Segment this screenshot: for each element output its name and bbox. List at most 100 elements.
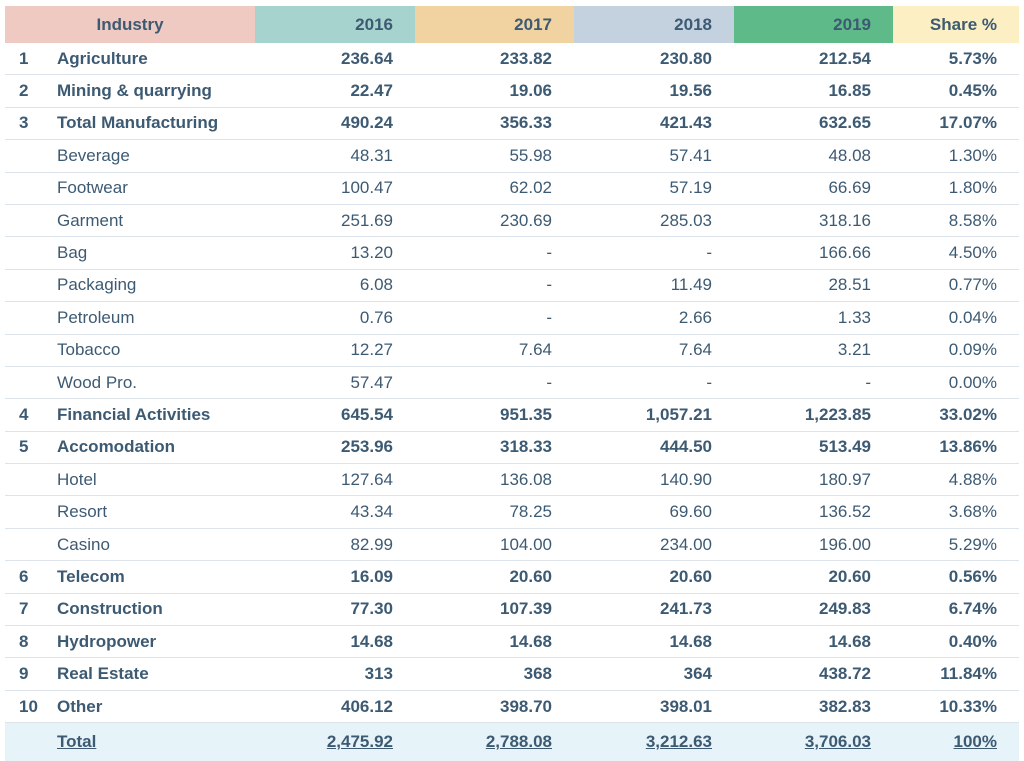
- value-2017: 318.33: [415, 431, 574, 465]
- table-row: 6 Telecom 16.09 20.60 20.60 20.60 0.56%: [5, 560, 1019, 594]
- table-row: 7 Construction 77.30 107.39 241.73 249.83 6.74…: [5, 593, 1019, 627]
- value-2019: 196.00: [734, 528, 893, 562]
- total-2017-text: 2,788.08: [485, 732, 552, 752]
- value-2017: -: [415, 301, 574, 335]
- row-number: [5, 495, 53, 529]
- industry-name: Resort: [53, 495, 255, 529]
- row-number: 5: [5, 431, 53, 465]
- value-2019: 3.21: [734, 334, 893, 367]
- value-2018: 11.49: [574, 269, 734, 303]
- value-2018: -: [574, 366, 734, 400]
- industry-name: Financial Activities: [53, 398, 255, 432]
- value-2018: 230.80: [574, 43, 734, 76]
- share-percent: 8.58%: [893, 204, 1019, 238]
- value-2017: 356.33: [415, 107, 574, 141]
- total-number-cell: [5, 722, 53, 761]
- total-2018-text: 3,212.63: [645, 732, 712, 752]
- industry-name: Construction: [53, 593, 255, 627]
- share-percent: 4.88%: [893, 463, 1019, 497]
- header-row: Industry 2016 2017 2018 2019 Share %: [5, 6, 1019, 43]
- value-2017: 62.02: [415, 172, 574, 205]
- share-percent: 6.74%: [893, 593, 1019, 627]
- value-2018: 57.19: [574, 172, 734, 205]
- value-2019: 16.85: [734, 74, 893, 108]
- industry-name: Tobacco: [53, 334, 255, 367]
- value-2016: 16.09: [255, 560, 415, 594]
- value-2016: 12.27: [255, 334, 415, 367]
- share-percent: 13.86%: [893, 431, 1019, 465]
- value-2017: 14.68: [415, 625, 574, 659]
- row-number: [5, 269, 53, 303]
- value-2018: 285.03: [574, 204, 734, 238]
- share-percent: 0.40%: [893, 625, 1019, 659]
- value-2018: 241.73: [574, 593, 734, 627]
- row-number: [5, 301, 53, 335]
- table-row: Hotel 127.64 136.08 140.90 180.97 4.88%: [5, 463, 1019, 497]
- table-row: 9 Real Estate 313 368 364 438.72 11.84%: [5, 657, 1019, 691]
- table-row: Petroleum 0.76-2.66 1.33 0.04%: [5, 301, 1019, 335]
- value-2016: 82.99: [255, 528, 415, 562]
- value-2019: 180.97: [734, 463, 893, 497]
- value-2017: 20.60: [415, 560, 574, 594]
- industry-name: Other: [53, 690, 255, 724]
- value-2017: 368: [415, 657, 574, 691]
- value-2018: 444.50: [574, 431, 734, 465]
- value-2016: 0.76: [255, 301, 415, 335]
- value-2019: 28.51: [734, 269, 893, 303]
- total-2018: 3,212.63: [574, 722, 734, 761]
- value-2017: 136.08: [415, 463, 574, 497]
- share-percent: 3.68%: [893, 495, 1019, 529]
- share-percent: 0.77%: [893, 269, 1019, 303]
- industry-table-container: Industry 2016 2017 2018 2019 Share % 1 Ag…: [5, 6, 1019, 761]
- value-2019: 1,223.85: [734, 398, 893, 432]
- value-2016: 43.34: [255, 495, 415, 529]
- total-label: Total: [53, 722, 255, 761]
- value-2019: 14.68: [734, 625, 893, 659]
- row-number: 1: [5, 43, 53, 76]
- industry-name: Wood Pro.: [53, 366, 255, 400]
- table-row: 5 Accomodation 253.96 318.33 444.50 513.49 13.…: [5, 431, 1019, 465]
- value-2019: 318.16: [734, 204, 893, 238]
- table-row: 4 Financial Activities 645.54 951.35 1,057.2…: [5, 398, 1019, 432]
- value-2017: 7.64: [415, 334, 574, 367]
- share-percent: 5.73%: [893, 43, 1019, 76]
- value-2019: 66.69: [734, 172, 893, 205]
- row-number: [5, 236, 53, 270]
- table-row: Tobacco 12.27 7.64 7.64 3.21 0.09%: [5, 334, 1019, 367]
- total-label-text: Total: [57, 732, 97, 752]
- total-2019-text: 3,706.03: [804, 732, 871, 752]
- table-row: Beverage 48.31 55.98 57.41 48.08 1.30%: [5, 139, 1019, 173]
- row-number: 3: [5, 107, 53, 141]
- row-number: [5, 528, 53, 562]
- value-2017: 104.00: [415, 528, 574, 562]
- total-2017: 2,788.08: [415, 722, 574, 761]
- share-percent: 4.50%: [893, 236, 1019, 270]
- value-2018: 19.56: [574, 74, 734, 108]
- industry-name: Beverage: [53, 139, 255, 173]
- value-2017: 230.69: [415, 204, 574, 238]
- value-2017: 233.82: [415, 43, 574, 76]
- row-number: [5, 139, 53, 173]
- value-2016: 251.69: [255, 204, 415, 238]
- share-percent: 0.00%: [893, 366, 1019, 400]
- value-2018: 140.90: [574, 463, 734, 497]
- value-2018: 1,057.21: [574, 398, 734, 432]
- industry-name: Accomodation: [53, 431, 255, 465]
- total-2016-text: 2,475.92: [326, 732, 393, 752]
- value-2016: 100.47: [255, 172, 415, 205]
- header-2019: 2019: [734, 6, 893, 43]
- value-2016: 490.24: [255, 107, 415, 141]
- value-2016: 253.96: [255, 431, 415, 465]
- row-number: [5, 172, 53, 205]
- table-row: Packaging 6.08-11.49 28.51 0.77%: [5, 269, 1019, 303]
- row-number: 4: [5, 398, 53, 432]
- value-2019: 212.54: [734, 43, 893, 76]
- value-2017: 55.98: [415, 139, 574, 173]
- value-2017: 107.39: [415, 593, 574, 627]
- value-2017: -: [415, 269, 574, 303]
- value-2019: 166.66: [734, 236, 893, 270]
- total-2019: 3,706.03: [734, 722, 893, 761]
- value-2019: 249.83: [734, 593, 893, 627]
- industry-name: Total Manufacturing: [53, 107, 255, 141]
- industry-name: Agriculture: [53, 43, 255, 76]
